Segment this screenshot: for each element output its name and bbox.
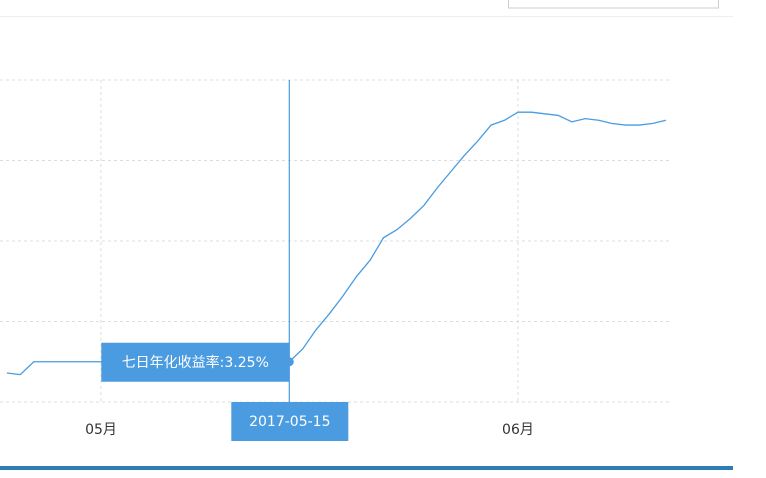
date-label: 2017-05-15	[249, 414, 330, 430]
input-box[interactable]	[508, 0, 719, 9]
bottom-bar	[0, 466, 733, 470]
line	[6, 111, 667, 376]
date-box	[231, 402, 349, 441]
tooltip-text: 七日年化收益率:3.25%	[122, 354, 269, 371]
x-tick-label: 05月	[85, 422, 117, 438]
tooltip-box	[101, 342, 290, 382]
x-tick-label: 06月	[502, 422, 534, 438]
